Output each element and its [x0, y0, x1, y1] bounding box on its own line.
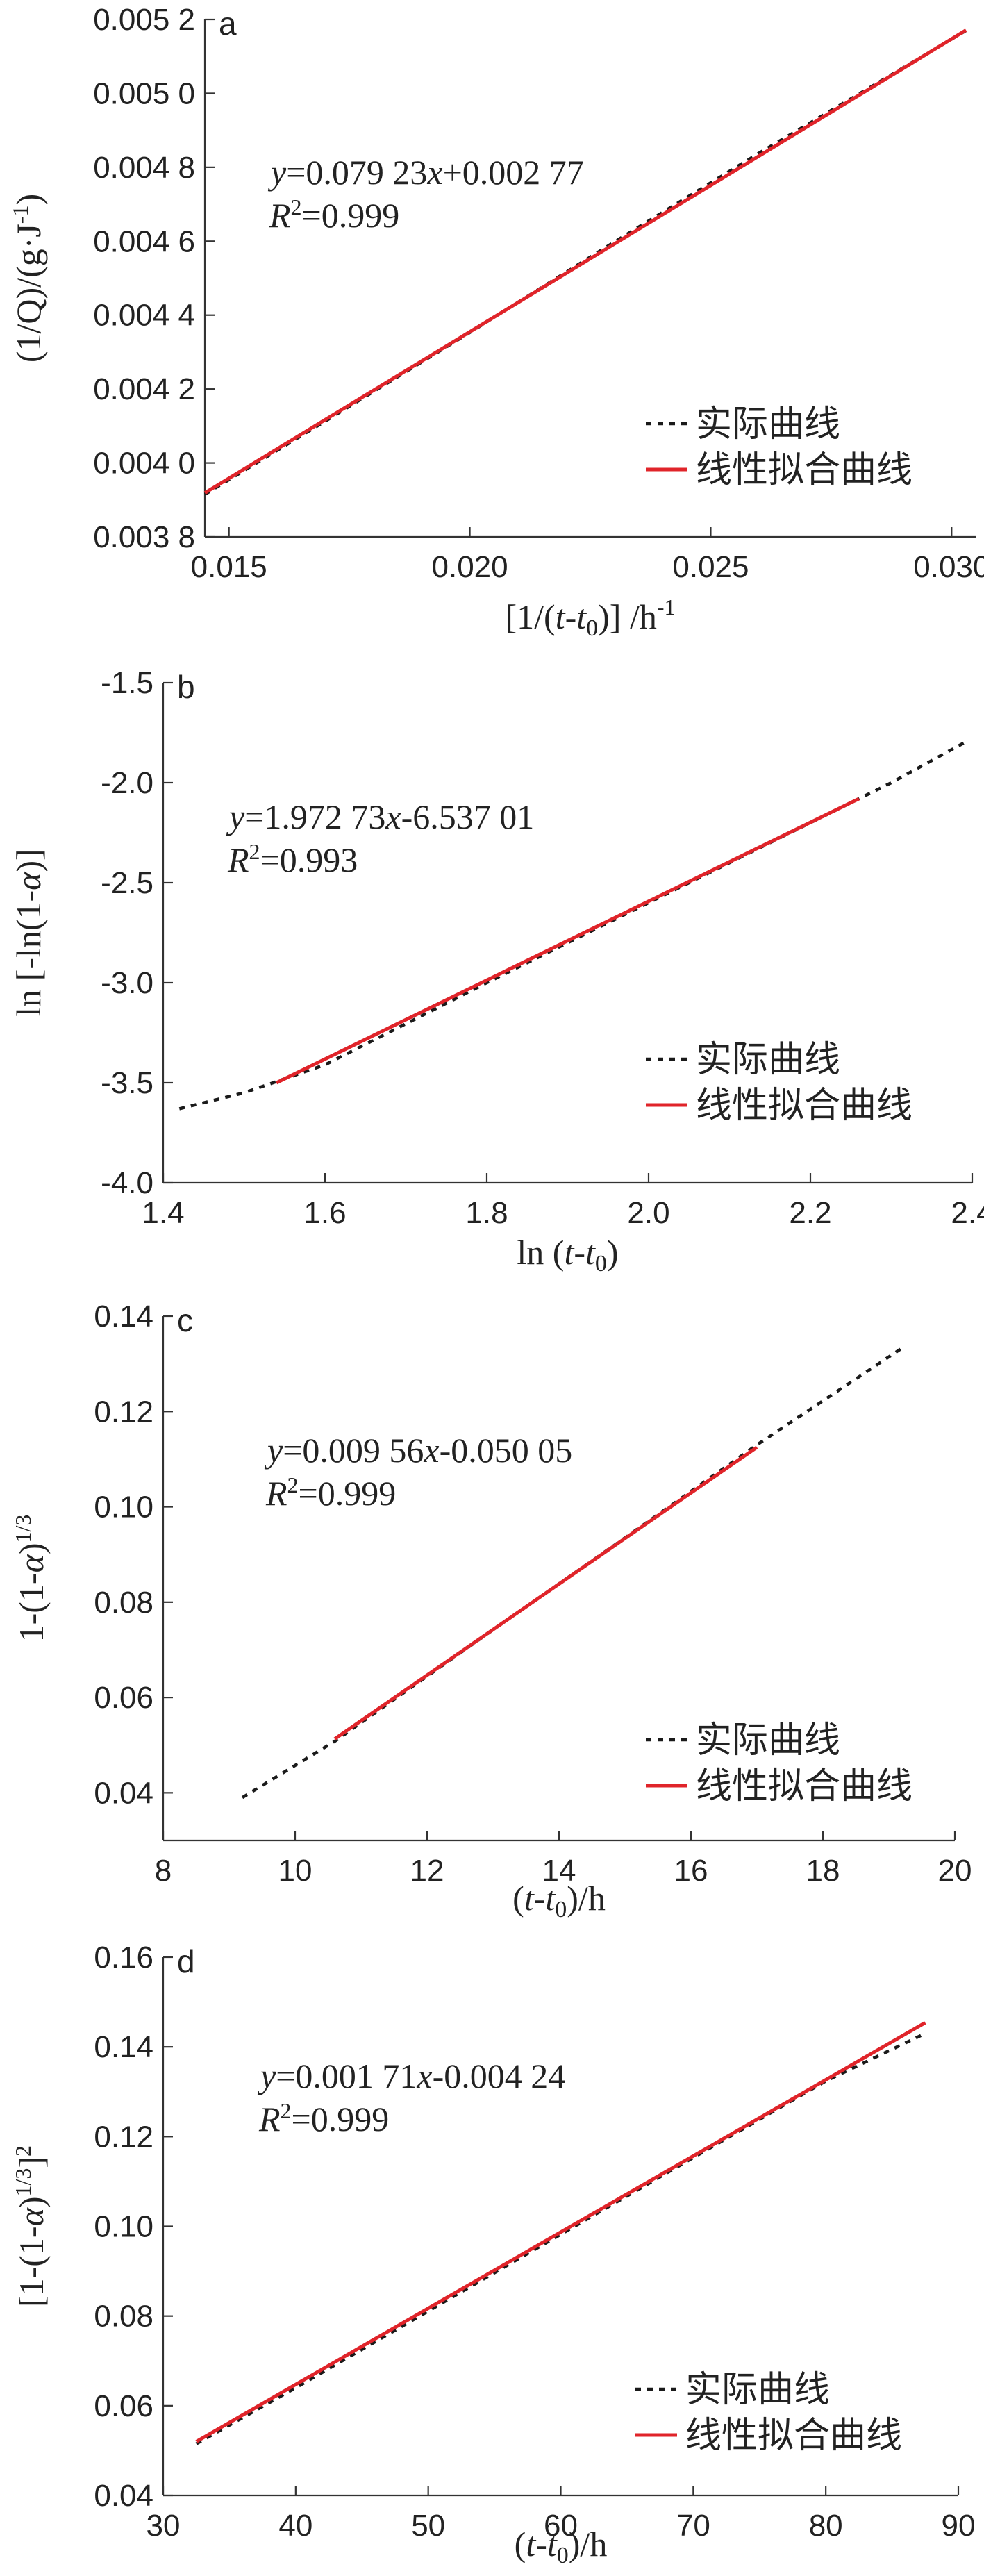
y-tick-label: -2.0 — [101, 766, 153, 800]
x-tick-label: 0.030 — [913, 550, 984, 584]
fit-equation: y=0.079 23x+0.002 77 — [267, 153, 584, 192]
y-tick-label: 0.004 4 — [93, 299, 195, 333]
panel-label: c — [177, 1302, 193, 1338]
y-axis-title: ln [-ln(1-α)] — [9, 849, 48, 1016]
y-tick-label: 0.04 — [94, 1776, 153, 1810]
x-tick-label: 10 — [278, 1854, 312, 1888]
r-squared: R2=0.999 — [258, 2098, 389, 2138]
y-axis-title: (1/Q)/(g·J-1) — [8, 194, 48, 363]
legend-label-actual: 实际曲线 — [696, 1040, 840, 1080]
y-tick-label: -3.5 — [101, 1066, 153, 1100]
r-squared: R2=0.999 — [265, 1472, 396, 1513]
y-tick-label: 0.08 — [94, 1586, 153, 1620]
x-tick-label: 1.6 — [303, 1196, 346, 1230]
x-tick-label: 50 — [411, 2509, 445, 2543]
x-tick-label: 12 — [410, 1854, 444, 1888]
y-tick-label: 0.12 — [94, 2120, 153, 2154]
linear-fit-series — [203, 28, 967, 495]
x-tick-label: 2.2 — [789, 1196, 831, 1230]
linear-fit-series — [333, 1445, 758, 1740]
x-tick-label: 1.8 — [465, 1196, 508, 1230]
y-tick-label: -2.5 — [101, 866, 153, 900]
legend-label-actual: 实际曲线 — [685, 2370, 830, 2410]
y-tick-label: 0.06 — [94, 1681, 153, 1715]
x-axis-title: [1/(t-t0)] /h-1 — [505, 595, 675, 641]
chart-panel-b: 1.4 1.6 1.8 2.0 2.2 2.4 -4.0 -3.5 -3.0 -2.5 -2.0 -1… — [9, 666, 984, 1277]
y-tick-label: 0.08 — [94, 2300, 153, 2334]
r-squared: R2=0.999 — [269, 194, 399, 235]
chart-panel-a: 0.015 0.020 0.025 0.030 0.003 8 0.004 0 0.004 … — [8, 3, 984, 641]
panel-label: a — [219, 6, 237, 42]
y-tick-label: 0.005 0 — [93, 76, 195, 110]
x-tick-label: 90 — [942, 2509, 976, 2543]
x-tick-label: 0.020 — [432, 550, 508, 584]
y-tick-label: 0.003 8 — [93, 520, 195, 554]
x-tick-label: 14 — [542, 1854, 576, 1888]
fit-equation: y=0.009 56x-0.050 05 — [264, 1431, 572, 1470]
actual-curve-series — [178, 741, 965, 1111]
x-axis-title: (t-t0)/h — [512, 1879, 606, 1922]
legend-label-fit: 线性拟合曲线 — [696, 1086, 912, 1126]
panel-label: d — [177, 1943, 195, 1979]
chart-panel-c: 8 10 12 14 16 18 20 0.04 0.06 0.08 0.10 0.12 0.14 c (t… — [10, 1299, 972, 1922]
legend-label-actual: 实际曲线 — [696, 1720, 840, 1761]
y-axis-title: [1-(1-α)1/3]2 — [10, 2145, 51, 2307]
legend-label-fit: 线性拟合曲线 — [685, 2416, 902, 2456]
y-tick-label: 0.14 — [94, 2030, 153, 2064]
y-tick-label: 0.004 6 — [93, 224, 195, 258]
x-tick-label: 2.4 — [951, 1196, 984, 1230]
panel-label: b — [177, 669, 195, 705]
legend-label-fit: 线性拟合曲线 — [696, 450, 912, 490]
x-tick-label: 0.015 — [191, 550, 267, 584]
x-axis-title: (t-t0)/h — [515, 2525, 608, 2568]
linear-fit-series — [276, 797, 860, 1085]
y-tick-label: -3.0 — [101, 966, 153, 1000]
r-squared: R2=0.993 — [227, 839, 358, 879]
x-tick-label: 80 — [809, 2509, 843, 2543]
x-tick-label: 60 — [544, 2509, 578, 2543]
x-tick-label: 30 — [147, 2509, 181, 2543]
x-tick-label: 1.4 — [142, 1196, 184, 1230]
y-tick-label: 0.10 — [94, 2210, 153, 2244]
y-tick-label: -4.0 — [101, 1166, 153, 1200]
y-tick-label: 0.004 0 — [93, 447, 195, 481]
x-tick-label: 8 — [155, 1854, 172, 1888]
legend-label-fit: 线性拟合曲线 — [696, 1766, 912, 1806]
y-tick-label: 0.005 2 — [93, 3, 195, 37]
x-axis-title: ln (t-t0) — [517, 1233, 618, 1277]
y-tick-label: 0.04 — [94, 2479, 153, 2513]
x-tick-label: 0.025 — [672, 550, 749, 584]
x-tick-label: 2.0 — [627, 1196, 669, 1230]
y-tick-label: 0.16 — [94, 1941, 153, 1975]
y-tick-label: 0.10 — [94, 1490, 153, 1524]
x-tick-label: 16 — [674, 1854, 708, 1888]
fit-equation: y=1.972 73x-6.537 01 — [226, 797, 534, 836]
x-tick-label: 70 — [676, 2509, 710, 2543]
y-tick-label: 0.004 8 — [93, 151, 195, 185]
fit-equation: y=0.001 71x-0.004 24 — [257, 2056, 565, 2095]
x-tick-label: 18 — [806, 1854, 840, 1888]
x-tick-label: 20 — [938, 1854, 972, 1888]
y-tick-label: 0.12 — [94, 1395, 153, 1429]
y-tick-label: -1.5 — [101, 666, 153, 700]
legend-label-actual: 实际曲线 — [696, 404, 840, 444]
y-tick-label: 0.14 — [94, 1299, 153, 1333]
chart-panel-d: 30 40 50 60 70 80 90 0.04 0.06 0.08 0.10 0.12 0.14 0.… — [10, 1941, 976, 2568]
x-tick-label: 40 — [278, 2509, 312, 2543]
y-tick-label: 0.06 — [94, 2389, 153, 2423]
linear-fit-series — [195, 2021, 926, 2443]
y-tick-label: 0.004 2 — [93, 372, 195, 406]
y-axis-title: 1-(1-α)1/3 — [10, 1515, 51, 1643]
